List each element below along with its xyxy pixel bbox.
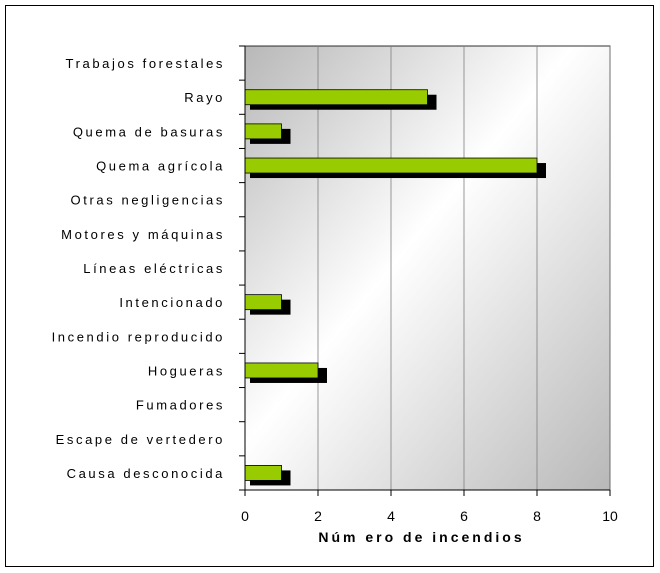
x-tick-label: 6 — [460, 508, 468, 524]
x-tick-label: 4 — [387, 508, 395, 524]
category-label: Quema agrícola — [96, 159, 225, 174]
bar — [244, 157, 538, 174]
x-tick-label: 8 — [533, 508, 541, 524]
axes — [239, 45, 611, 496]
gridlines — [317, 46, 611, 490]
x-tick-label: 10 — [602, 508, 618, 524]
x-tick-label: 0 — [241, 508, 249, 524]
bar — [244, 294, 282, 311]
category-label: Fumadores — [136, 398, 225, 413]
category-label: Incendio reproducido — [52, 329, 225, 344]
category-label: Quema de basuras — [73, 124, 225, 139]
category-label: Líneas eléctricas — [83, 261, 225, 276]
bar — [244, 465, 282, 481]
x-axis-title: Núm ero de incendios — [318, 529, 524, 545]
category-label: Causa desconocida — [67, 466, 225, 481]
tick-labels: 0 2 4 6 8 10 — [241, 508, 618, 524]
bar — [244, 123, 282, 140]
x-tick-label: 2 — [314, 508, 322, 524]
category-label: Escape de vertedero — [56, 432, 225, 447]
category-label: Intencionado — [119, 295, 225, 310]
bars — [244, 89, 546, 486]
category-label: Trabajos forestales — [66, 56, 225, 71]
category-label: Hogueras — [148, 363, 225, 378]
bar — [244, 362, 319, 379]
category-label: Rayo — [184, 90, 225, 105]
plot-area — [244, 45, 611, 491]
category-labels: Trabajos forestales Rayo Quema de basuras Q… — [52, 56, 225, 481]
bar — [244, 89, 428, 106]
category-label: Otras negligencias — [71, 193, 225, 208]
category-label: Motores y máquinas — [61, 227, 225, 242]
